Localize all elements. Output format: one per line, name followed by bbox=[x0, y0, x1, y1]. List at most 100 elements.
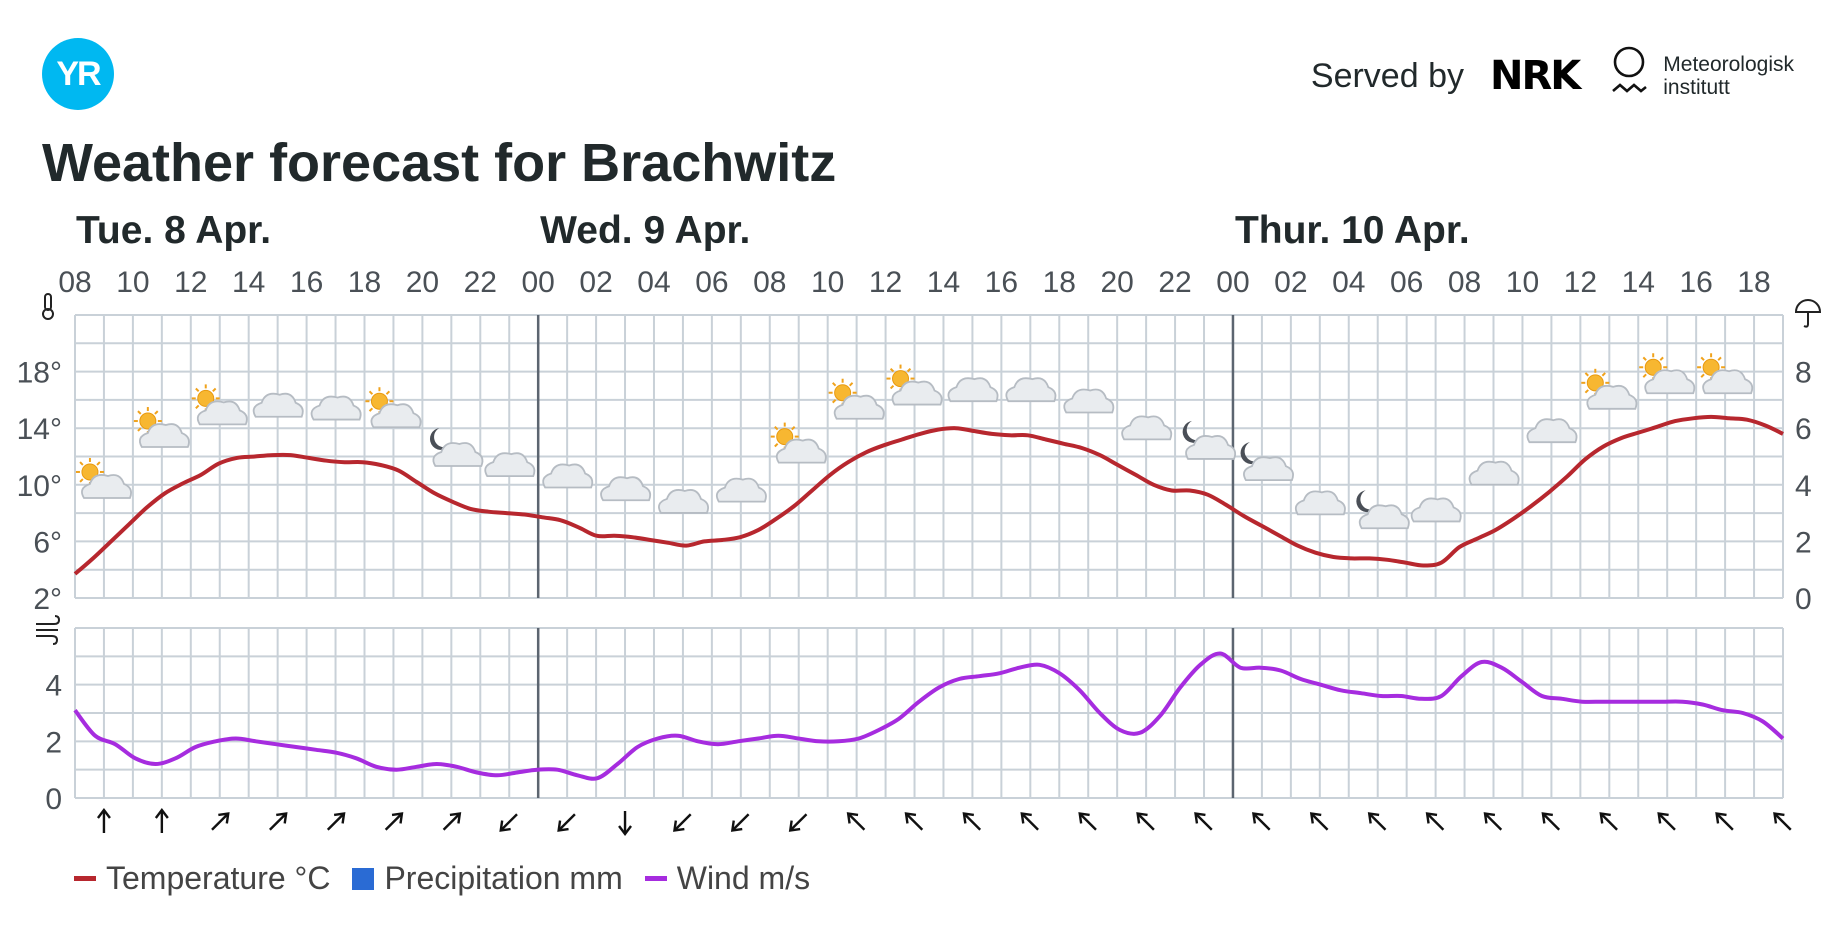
partly-cloudy-day-icon bbox=[770, 422, 827, 464]
cloudy-icon bbox=[600, 476, 652, 502]
precip-y-tick: 4 bbox=[1795, 470, 1812, 503]
cloudy-icon bbox=[542, 463, 594, 489]
x-tick-label: 06 bbox=[695, 266, 728, 299]
sun-disc bbox=[370, 392, 388, 410]
wind-arrow-head bbox=[1078, 812, 1090, 824]
sun-disc bbox=[139, 412, 157, 430]
sun-disc bbox=[1702, 358, 1720, 376]
wind-arrow-shaft bbox=[1311, 813, 1329, 831]
wind-arrow-head bbox=[333, 812, 346, 824]
chart-legend: Temperature °C Precipitation mm Wind m/s bbox=[74, 860, 832, 897]
wind-arrow bbox=[1425, 812, 1445, 831]
x-tick-label: 12 bbox=[1564, 266, 1597, 299]
wind-y-tick: 2 bbox=[45, 726, 62, 759]
sun-ray bbox=[195, 387, 200, 393]
sun-disc bbox=[1586, 374, 1604, 392]
wind-arrow-shaft bbox=[558, 813, 576, 831]
sun-ray bbox=[889, 367, 895, 373]
temp-y-tick: 18° bbox=[17, 357, 62, 390]
wind-arrow-shaft bbox=[848, 813, 866, 831]
cloud-shape bbox=[833, 394, 885, 420]
wind-arrow bbox=[211, 812, 230, 831]
wind-arrow-head bbox=[1483, 812, 1496, 824]
wind-arrow-shaft bbox=[1253, 813, 1271, 831]
legend-label: Precipitation mm bbox=[384, 860, 623, 896]
wind-arrow-shaft bbox=[500, 813, 518, 831]
sun-disc bbox=[81, 463, 99, 481]
x-tick-label: 10 bbox=[1506, 266, 1539, 299]
wind-arrow-shaft bbox=[1600, 813, 1618, 831]
sun-ray bbox=[1642, 373, 1647, 378]
wind-arrow-head bbox=[904, 812, 917, 824]
cloud-shape bbox=[658, 489, 709, 514]
legend-swatch bbox=[352, 867, 375, 890]
wind-arrow-shaft bbox=[211, 813, 229, 831]
temperature-line bbox=[73, 414, 1784, 576]
sun-shape bbox=[133, 407, 162, 436]
wind-arrow-shaft bbox=[1021, 813, 1039, 831]
cloudy-icon bbox=[1121, 415, 1173, 441]
cloud-shape bbox=[891, 380, 943, 406]
wind-arrow bbox=[269, 812, 288, 831]
wind-arrow-shaft bbox=[1774, 813, 1792, 831]
x-tick-label: 16 bbox=[290, 266, 323, 299]
x-tick-label: 20 bbox=[1100, 266, 1133, 299]
sun-ray bbox=[1717, 356, 1722, 361]
thermometer-bulb bbox=[42, 308, 54, 320]
day-label: Tue. 8 Apr. bbox=[76, 209, 271, 252]
cloudy-icon bbox=[1294, 490, 1346, 516]
sun-ray bbox=[368, 390, 374, 395]
partly-cloudy-night-icon bbox=[429, 428, 484, 467]
precip-y-tick: 2 bbox=[1795, 526, 1812, 559]
wind-arrow-shaft bbox=[790, 813, 808, 831]
temp-y-tick: 6° bbox=[33, 526, 62, 559]
wind-arrow-shaft bbox=[1079, 813, 1097, 831]
sun-ray bbox=[368, 407, 374, 412]
moon-shape bbox=[429, 428, 450, 450]
cloud-shape bbox=[138, 423, 190, 448]
precip-y-tick: 8 bbox=[1795, 357, 1812, 390]
wind-arrow-head bbox=[730, 820, 743, 832]
umbrella-canopy bbox=[1794, 299, 1822, 313]
wind-arrow-head bbox=[673, 820, 685, 832]
sun-ray bbox=[906, 367, 912, 373]
wind-arrow bbox=[442, 812, 462, 831]
cloud-shape bbox=[600, 476, 652, 502]
wind-arrow bbox=[1657, 812, 1676, 831]
wind-arrow bbox=[1078, 812, 1097, 831]
partly-cloudy-day-icon bbox=[365, 387, 422, 429]
legend-item: Wind m/s bbox=[644, 860, 810, 897]
wind-arrow-head bbox=[96, 808, 111, 819]
wind-arrow-head bbox=[1657, 812, 1669, 824]
x-tick-label: 12 bbox=[869, 266, 902, 299]
sun-disc bbox=[197, 389, 215, 407]
met-institute-logo[interactable]: Meteorologisk institutt bbox=[1663, 53, 1794, 99]
wind-arrow-head bbox=[1541, 812, 1553, 824]
wind-arrow-shaft bbox=[674, 813, 692, 831]
sun-disc bbox=[834, 384, 852, 402]
cloudy-icon bbox=[947, 377, 999, 403]
sun-shape bbox=[770, 422, 799, 451]
precip-y-tick: 6 bbox=[1795, 413, 1812, 446]
legend-swatch bbox=[74, 876, 96, 881]
nrk-logo[interactable]: NRK bbox=[1489, 53, 1581, 99]
wind-arrow-head bbox=[1020, 812, 1032, 824]
partly-cloudy-day-icon bbox=[133, 407, 190, 448]
partly-cloudy-night-icon bbox=[1240, 442, 1294, 482]
sun-ray bbox=[79, 478, 84, 483]
sun-ray bbox=[1584, 389, 1589, 394]
umbrella-handle bbox=[1803, 312, 1809, 328]
cloud-shape bbox=[252, 392, 304, 418]
cloud-shape bbox=[1644, 369, 1696, 395]
yr-logo[interactable]: YR bbox=[42, 38, 114, 110]
sun-ray bbox=[1601, 372, 1606, 377]
wind-arrow bbox=[1541, 812, 1561, 831]
wind-arrow-head bbox=[391, 812, 404, 824]
wind-arrow-head bbox=[1309, 812, 1322, 824]
wind-arrow bbox=[1483, 812, 1503, 831]
x-tick-label: 14 bbox=[1622, 266, 1655, 299]
cloud-shape bbox=[1185, 435, 1237, 460]
partly-cloudy-day-icon bbox=[828, 378, 885, 420]
wind-arrow bbox=[673, 813, 692, 832]
